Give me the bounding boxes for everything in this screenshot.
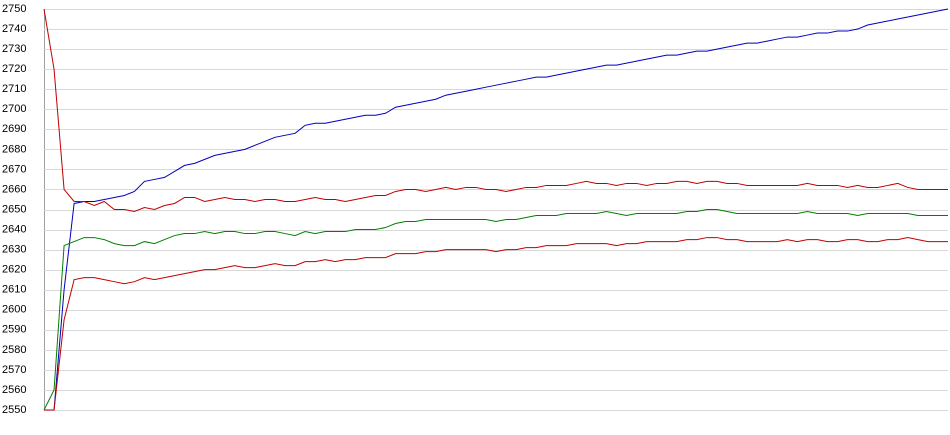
y-tick-label: 2730 (2, 43, 26, 55)
y-tick-label: 2660 (2, 183, 26, 195)
y-tick-label: 2680 (2, 143, 26, 155)
y-tick-label: 2590 (2, 324, 26, 336)
y-tick-label: 2570 (2, 364, 26, 376)
line-series (43, 209, 948, 411)
y-tick-label: 2670 (2, 163, 26, 175)
y-tick-label: 2580 (2, 344, 26, 356)
y-tick-label: 2560 (2, 384, 26, 396)
y-tick-label: 2720 (2, 63, 26, 75)
y-tick-label: 2630 (2, 244, 26, 256)
line-series (44, 8, 949, 411)
y-tick-label: 2700 (2, 103, 26, 115)
y-tick-label: 2610 (2, 284, 26, 296)
y-tick-label: 2550 (2, 404, 26, 416)
y-tick-label: 2710 (2, 83, 26, 95)
y-tick-label: 2690 (2, 123, 26, 135)
y-tick-label: 2740 (2, 23, 26, 35)
y-tick-label: 2750 (2, 3, 26, 15)
y-tick-label: 2640 (2, 223, 26, 235)
y-tick-label: 2600 (2, 304, 26, 316)
line-series (44, 237, 948, 411)
line-series (43, 8, 948, 213)
y-tick-label: 2620 (2, 264, 26, 276)
y-tick-label: 2650 (2, 203, 26, 215)
